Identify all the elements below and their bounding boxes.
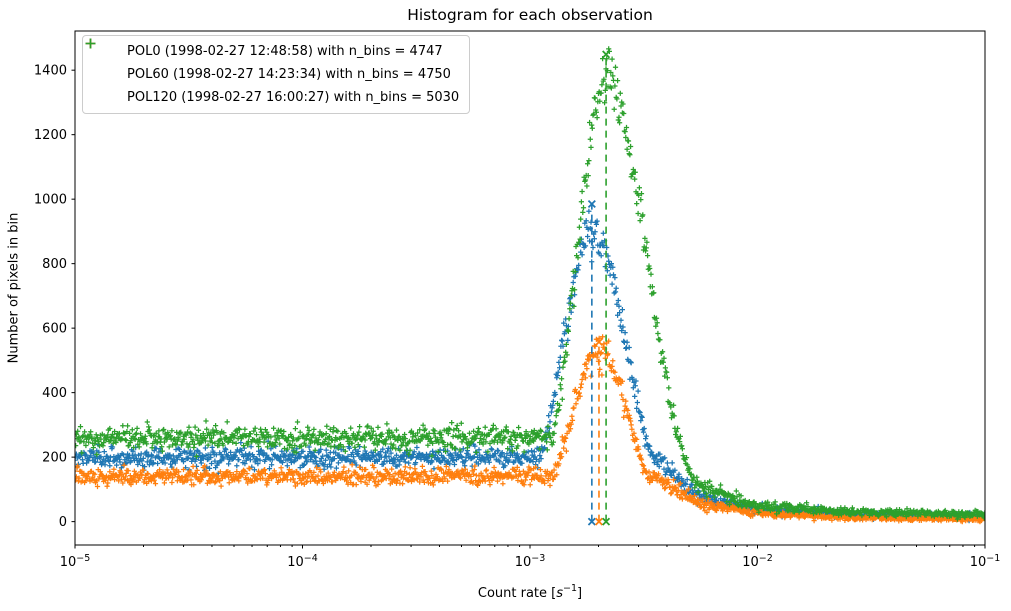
legend-label: POL60 (1998-02-27 14:23:34) with n_bins … (127, 67, 451, 82)
axis-tick-labels: 10−5 10−4 10−3 10−2 10−1 0 200 400 600 800 1000 120… (34, 64, 1000, 570)
legend-item-pol120: POL120 (1998-02-27 16:00:27) with n_bins… (85, 38, 460, 109)
y-tick-label: 1000 (34, 193, 67, 208)
peak-x-marker-pol0-top (587, 199, 596, 209)
y-axis-label: Number of pixels in bin (6, 212, 22, 364)
series-pol60-points (75, 334, 985, 525)
peak-x-marker-pol0-bottom (587, 517, 596, 526)
x-axis-label-close: ] (577, 586, 583, 601)
legend-item-pol0: POL0 (1998-02-27 12:48:58) with n_bins =… (85, 38, 459, 63)
peak-x-marker-pol60-top (594, 337, 604, 347)
x-tick-label: 10−2 (742, 553, 773, 570)
y-tick-label: 400 (42, 386, 67, 401)
peak-x-marker-pol120-top (602, 50, 611, 59)
y-tick-label: 600 (42, 322, 67, 337)
y-tick-label: 1400 (34, 64, 67, 79)
series-layer (75, 46, 985, 526)
x-axis-label: Count rate [s−1] (478, 583, 582, 601)
x-tick-label: 10−5 (60, 553, 91, 570)
legend-item-pol60: POL60 (1998-02-27 14:23:34) with n_bins … (85, 38, 459, 86)
x-axis-label-text: Count rate [ (477, 586, 557, 601)
legend-label: POL120 (1998-02-27 16:00:27) with n_bins… (127, 90, 460, 105)
x-tick-label: 10−4 (287, 553, 318, 570)
axis-ticks (71, 69, 986, 549)
legend-label: POL0 (1998-02-27 12:48:58) with n_bins =… (127, 44, 443, 59)
x-tick-label: 10−1 (970, 553, 1001, 570)
chart-title: Histogram for each observation (407, 6, 653, 24)
series-pol120-points (75, 46, 985, 522)
y-tick-label: 800 (42, 257, 67, 272)
x-axis-label-variable: s (556, 586, 564, 601)
y-tick-label: 0 (59, 515, 67, 530)
peak-x-marker-pol60-bottom (594, 517, 604, 526)
legend: POL0 (1998-02-27 12:48:58) with n_bins =… (82, 35, 471, 114)
x-axis-label-exponent: −1 (563, 583, 578, 594)
peak-x-marker-pol120-bottom (602, 517, 611, 526)
y-tick-label: 1200 (34, 128, 67, 143)
x-tick-label: 10−3 (515, 553, 546, 570)
y-tick-label: 200 (42, 451, 67, 466)
